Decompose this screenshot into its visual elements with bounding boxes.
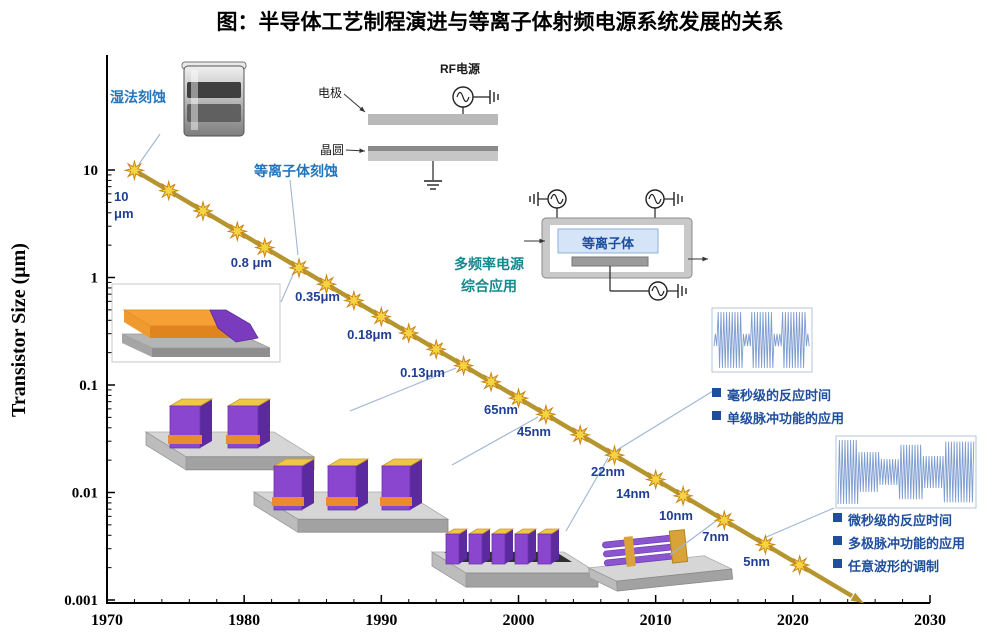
- y-tick-label: 10: [83, 163, 98, 179]
- multi-frequency-label-line2: 综合应用: [461, 278, 517, 294]
- multi-pulse-waveform-image: [835, 435, 977, 509]
- beaker-icon: [181, 61, 247, 137]
- roadmap-star-marker: [534, 403, 557, 426]
- single-pulse-waveform-image: [711, 307, 813, 373]
- node-label-0p8um: 0.8 μm: [230, 255, 272, 270]
- y-tick-label: 0.1: [79, 378, 98, 394]
- y-tick-label: 1: [91, 271, 99, 287]
- x-tick-label: 2020: [777, 612, 809, 629]
- node-label-0p35um: 0.35μm: [295, 289, 340, 304]
- bullet-square-icon: [833, 513, 842, 522]
- connector-line: [565, 457, 609, 532]
- node-label-0p13um: 0.13μm: [400, 365, 445, 380]
- plasma-etch-label: 等离子体刻蚀: [254, 163, 338, 179]
- y-tick-label: 0.001: [64, 593, 98, 609]
- roadmap-star-marker: [754, 533, 777, 556]
- figure-title: 图：半导体工艺制程演进与等离子体射频电源系统发展的关系: [216, 11, 784, 34]
- plasma-etch-schematic: [343, 86, 499, 190]
- connector-line: [451, 416, 539, 466]
- bullet-item: 毫秒级的反应时间: [712, 385, 844, 404]
- roadmap-star-marker: [644, 468, 667, 491]
- connector-line: [763, 507, 835, 539]
- multifin-transistor-image: [430, 528, 600, 588]
- node-label-14nm: 14nm: [616, 486, 650, 501]
- connector-line: [669, 520, 717, 556]
- roadmap-star-marker: [425, 338, 448, 361]
- roadmap-star-marker: [253, 236, 276, 259]
- node-label-7nm: 7nm: [702, 529, 729, 544]
- bullet-square-icon: [712, 388, 721, 397]
- node-label-22nm: 22nm: [591, 464, 625, 479]
- bullet-label: 多极脉冲功能的应用: [848, 536, 966, 551]
- roadmap-star-marker: [452, 354, 475, 377]
- roadmap-star-marker: [226, 220, 249, 243]
- wafer-label: 晶圆: [320, 143, 345, 157]
- node-label-10um: 10 μm: [114, 189, 134, 221]
- roadmap-arrowhead-icon: [850, 592, 864, 604]
- microsecond-bullet-group: 微秒级的反应时间 多极脉冲功能的应用 任意波形的调制: [833, 510, 965, 579]
- multi-frequency-label-line1: 多频率电源: [454, 256, 524, 272]
- bullet-label: 任意波形的调制: [848, 559, 940, 574]
- x-tick-label: 1980: [228, 612, 260, 629]
- roadmap-star-marker: [713, 509, 736, 532]
- roadmap-star-marker: [507, 387, 530, 410]
- planar-transistor-image: [111, 283, 281, 363]
- x-tick-label: 1970: [91, 612, 123, 629]
- connector-line: [616, 390, 714, 451]
- millisecond-bullet-group: 毫秒级的反应时间 单级脉冲功能的应用: [712, 385, 844, 431]
- connector-line: [138, 133, 161, 165]
- y-tick-label: 0.01: [72, 486, 98, 502]
- bullet-square-icon: [833, 536, 842, 545]
- bullet-label: 单级脉冲功能的应用: [727, 411, 845, 426]
- multi-frequency-label: 多频率电源 综合应用: [430, 253, 548, 297]
- wet-etch-label: 湿法刻蚀: [110, 89, 166, 105]
- connector-line: [349, 367, 457, 412]
- x-tick-label: 1990: [365, 612, 397, 629]
- node-label-5nm: 5nm: [743, 554, 770, 569]
- connector-line: [289, 179, 299, 256]
- bullet-item: 任意波形的调制: [833, 556, 965, 575]
- node-label-10nm: 10nm: [659, 508, 693, 523]
- multi-frequency-chamber-schematic: [524, 189, 708, 301]
- roadmap-star-marker: [672, 484, 695, 507]
- finfet-triple-image: [252, 458, 450, 533]
- x-tick-label: 2000: [503, 612, 535, 629]
- bullet-item: 微秒级的反应时间: [833, 510, 965, 529]
- roadmap-star-marker: [569, 423, 592, 446]
- bullet-square-icon: [833, 559, 842, 568]
- roadmap-star-marker: [315, 273, 338, 296]
- roadmap-star-marker: [342, 289, 365, 312]
- roadmap-star-marker: [397, 322, 420, 344]
- y-axis-title: Transistor Size (μm): [8, 243, 30, 417]
- roadmap-star-marker: [370, 305, 393, 328]
- x-tick-label: 2010: [640, 612, 672, 629]
- roadmap-star-marker: [788, 554, 811, 576]
- plasma-chamber-label: 等离子体: [581, 236, 634, 251]
- node-label-45nm: 45nm: [517, 424, 551, 439]
- roadmap-star-marker: [603, 444, 626, 467]
- rf-power-label: RF电源: [440, 62, 480, 76]
- roadmap-star-marker: [192, 199, 214, 222]
- node-label-0p18um: 0.18μm: [347, 327, 392, 342]
- bullet-label: 微秒级的反应时间: [848, 513, 953, 528]
- bullet-item: 多极脉冲功能的应用: [833, 533, 965, 552]
- finfet-double-image: [144, 398, 316, 471]
- roadmap-star-marker: [480, 370, 503, 393]
- roadmap-star-marker: [288, 256, 310, 279]
- x-tick-label: 2030: [914, 612, 946, 629]
- bullet-item: 单级脉冲功能的应用: [712, 408, 844, 427]
- node-label-65nm: 65nm: [484, 402, 518, 417]
- nanosheet-transistor-image: [587, 529, 734, 592]
- electrode-label: 电极: [318, 86, 343, 100]
- roadmap-star-marker: [157, 179, 180, 202]
- bullet-label: 毫秒级的反应时间: [727, 388, 832, 403]
- bullet-square-icon: [712, 411, 721, 420]
- roadmap-star-marker: [123, 159, 146, 182]
